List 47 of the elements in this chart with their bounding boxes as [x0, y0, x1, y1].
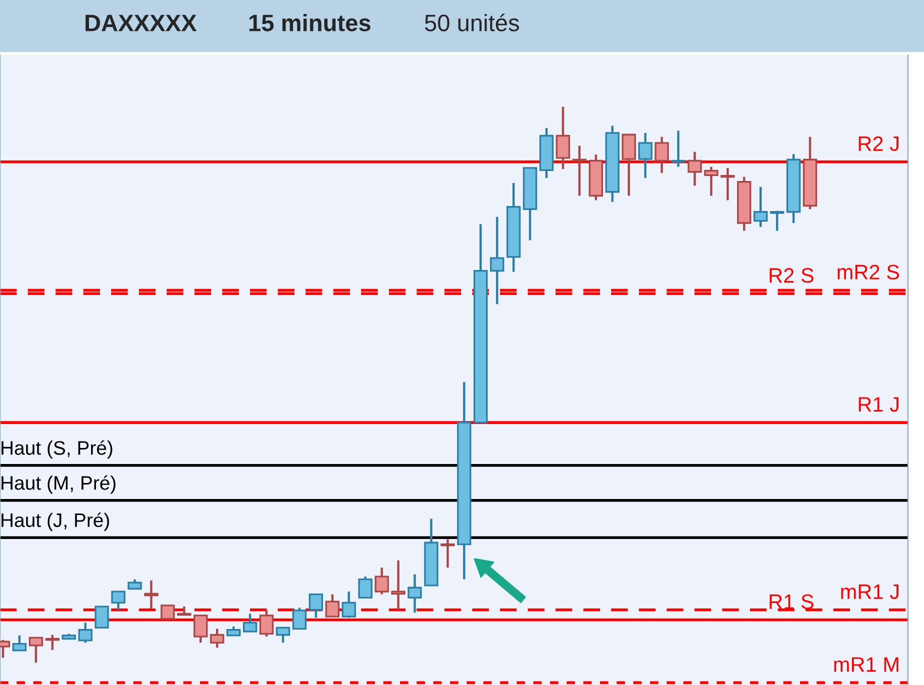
candlestick [490, 216, 504, 306]
candlestick [276, 626, 290, 644]
candlestick [292, 606, 307, 630]
candlestick [704, 166, 718, 197]
candlestick [654, 136, 669, 174]
ref-line-label: Haut (S, Pré) [2, 440, 112, 459]
candlestick [770, 210, 784, 232]
candlestick [374, 566, 389, 596]
candlestick [210, 628, 224, 649]
candlestick [194, 614, 208, 644]
candlestick [358, 575, 372, 599]
ref-line-label: R2 J [858, 136, 898, 152]
candlestick [259, 608, 274, 638]
candlestick [128, 578, 142, 590]
candlestick [78, 622, 92, 644]
candlestick [671, 130, 686, 168]
candlestick [408, 573, 422, 614]
candlestick [45, 634, 60, 652]
chart-title: DAXXXXX [86, 14, 197, 32]
candlestick [556, 106, 570, 170]
candlestick [144, 579, 158, 610]
ref-line-label: mR1 J [841, 584, 898, 600]
candlestick [242, 612, 258, 633]
text: 15 minutes [249, 14, 370, 32]
candlestick [111, 590, 126, 612]
candlestick [720, 166, 735, 202]
ref-line-label: Haut (J, Pré) [2, 512, 110, 531]
candlestick [160, 604, 175, 620]
candlestick [28, 636, 44, 664]
candlestick [440, 538, 455, 569]
candlestick [638, 132, 652, 180]
candlestick [688, 150, 702, 187]
candlestick [94, 606, 109, 628]
candlestick [572, 144, 587, 197]
ref-line-label: Haut (M, Pré) [2, 475, 116, 494]
ref-line-label: R2 S [770, 268, 814, 283]
text: 50 unités [424, 14, 519, 32]
candlestick [12, 634, 27, 652]
candlestick [754, 186, 768, 228]
candlestick [308, 593, 324, 619]
candlestick [342, 590, 356, 619]
ref-line-label: mR1 M [834, 657, 898, 672]
ref-line-label: mR2 S [838, 264, 900, 280]
candlestick [325, 593, 340, 618]
ref-line-label: R1 S [770, 594, 814, 610]
ref-line-label: R1 J [858, 397, 898, 412]
candlestick [391, 559, 406, 611]
